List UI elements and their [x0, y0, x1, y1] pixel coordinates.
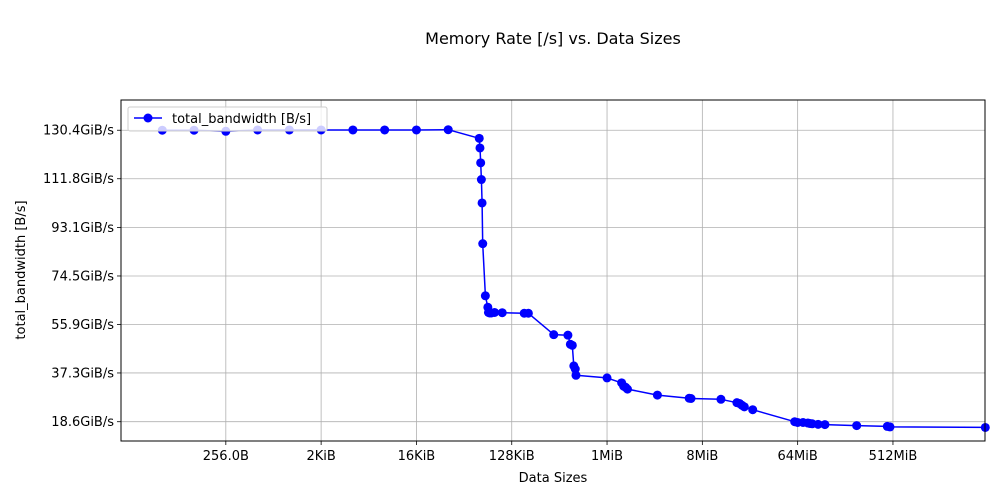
data-point — [443, 125, 453, 135]
legend-marker-swatch — [143, 113, 153, 123]
data-point — [748, 405, 758, 415]
x-tick-label: 64MiB — [778, 449, 818, 464]
y-axis-label: total_bandwidth [B/s] — [14, 200, 29, 339]
data-point — [475, 143, 485, 153]
data-point — [739, 402, 749, 412]
data-point — [602, 373, 612, 383]
legend-frame — [127, 106, 328, 132]
data-point — [652, 390, 662, 400]
data-point — [852, 421, 862, 431]
data-point — [490, 307, 500, 317]
y-tick-label: 93.1GiB/s — [51, 221, 114, 236]
x-tick-label: 128KiB — [489, 449, 535, 464]
y-tick-label: 37.3GiB/s — [51, 366, 114, 381]
x-tick-label: 512MiB — [869, 449, 918, 464]
y-tick-label: 74.5GiB/s — [51, 269, 114, 284]
x-tick-label: 8MiB — [686, 449, 718, 464]
x-tick-label: 1MiB — [591, 449, 623, 464]
data-point — [497, 308, 507, 318]
x-tick-label: 256.0B — [203, 449, 249, 464]
data-point — [474, 133, 484, 143]
data-point — [563, 330, 573, 340]
data-point — [686, 394, 696, 404]
data-point — [571, 370, 581, 380]
x-tick-label: 16KiB — [398, 449, 436, 464]
data-point — [549, 330, 559, 340]
data-point — [813, 419, 823, 429]
data-point — [476, 158, 486, 168]
y-tick-label: 18.6GiB/s — [51, 415, 114, 430]
y-axis: 18.6GiB/s 37.3GiB/s 55.9GiB/s 74.5GiB/s 93.1… — [43, 124, 121, 430]
data-point — [885, 422, 895, 432]
y-tick-label: 55.9GiB/s — [51, 318, 114, 333]
data-point — [478, 239, 488, 249]
y-tick-label: 130.4GiB/s — [43, 124, 114, 139]
legend: total_bandwidth [B/s] — [127, 106, 328, 132]
grid — [121, 100, 985, 441]
data-point — [411, 125, 421, 135]
data-point — [480, 291, 490, 301]
data-point — [622, 384, 632, 394]
plot-frame — [120, 99, 986, 442]
data-point — [477, 198, 487, 208]
data-point — [348, 125, 358, 135]
chart-title: Memory Rate [/s] vs. Data Sizes — [425, 29, 681, 48]
x-axis-label: Data Sizes — [519, 471, 588, 486]
data-point — [380, 125, 390, 135]
legend-label: total_bandwidth [B/s] — [172, 112, 311, 127]
data-point — [716, 394, 726, 404]
x-tick-label: 2KiB — [306, 449, 335, 464]
data-point — [523, 308, 533, 318]
plot-area — [121, 100, 985, 441]
data-point — [567, 340, 577, 350]
y-tick-label: 111.8GiB/s — [43, 172, 114, 187]
data-point — [820, 420, 830, 430]
x-axis: 256.0B 2KiB 16KiB 128KiB 1MiB 8MiB 64MiB 512MiB — [203, 441, 917, 464]
data-point — [476, 175, 486, 185]
